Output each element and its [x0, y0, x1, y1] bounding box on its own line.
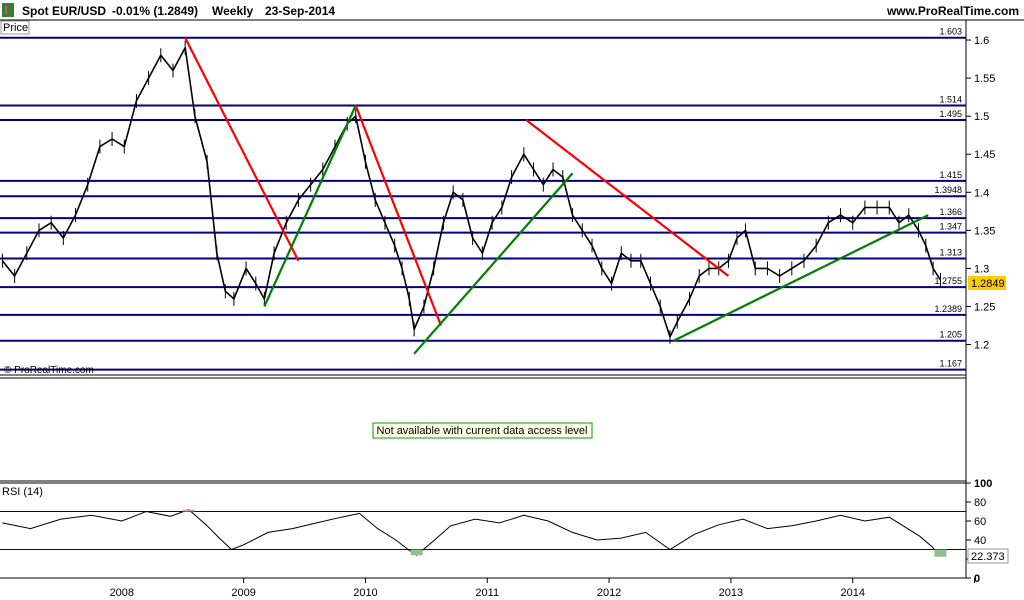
data-access-message-box [372, 422, 593, 439]
price-line [1, 46, 942, 338]
rsi-oversold-fill [410, 549, 423, 556]
price-levels: 1.603 1.514 1.495 1.415 1.3948 1.366 1.347 1.31… [0, 27, 966, 371]
app-logo-icon [2, 3, 14, 17]
level-label: 1.366 [939, 207, 962, 217]
rsi-series [2, 509, 947, 558]
level-label: 1.2755 [934, 276, 962, 286]
instrument-title: Spot EUR/USD [22, 4, 106, 18]
rsi-axis-label: 0 [974, 573, 980, 585]
timeframe: Weekly [212, 4, 253, 18]
level-label: 1.3948 [934, 185, 962, 195]
trendlines [184, 37, 929, 355]
price-change: -0.01% (1.2849) [112, 4, 198, 18]
rsi-line [2, 509, 941, 558]
price-axis-label: 1.35 [974, 225, 995, 237]
current-rsi-label: 22.373 [971, 551, 1005, 563]
level-label: 1.2389 [934, 304, 962, 314]
time-axis-label: 2011 [475, 587, 499, 599]
price-axis-label: 1.3 [974, 263, 989, 275]
chart-header: Spot EUR/USD -0.01% (1.2849) Weekly 23-S… [2, 3, 1019, 18]
time-axis: 2008 2009 2010 2011 2012 2013 2014 [110, 578, 976, 599]
rsi-oversold-fill [934, 549, 947, 557]
level-label: 1.205 [939, 330, 962, 340]
price-axis-label: 1.25 [974, 301, 995, 313]
time-axis-label: 2009 [231, 587, 255, 599]
trendline-up [673, 214, 929, 342]
trendline-down [525, 119, 730, 277]
rsi-axis-label: 40 [974, 535, 986, 547]
app-logo-bar-icon [5, 6, 7, 14]
rsi-axis-label: 100 [974, 478, 992, 490]
trendline-down [184, 37, 300, 262]
chart-date: 23-Sep-2014 [265, 4, 335, 18]
price-label-box [0, 20, 30, 35]
price-axis-label: 1.6 [974, 35, 989, 47]
rsi-axis: 020406080100 [966, 478, 992, 585]
time-axis-label: 2013 [719, 587, 743, 599]
level-label: 1.514 [939, 95, 962, 105]
price-axis-label: 1.5 [974, 111, 989, 123]
price-axis-label: 1.4 [974, 187, 989, 199]
level-label: 1.313 [939, 248, 962, 258]
trendline-up [413, 172, 574, 355]
price-axis-label: 1.45 [974, 149, 995, 161]
rsi-panel-label: RSI (14) [2, 486, 43, 498]
rsi-reference-lines [0, 511, 966, 550]
current-price-tag [968, 276, 1006, 290]
price-axis-label: 1.2 [974, 340, 989, 352]
level-label: 1.347 [939, 222, 962, 232]
trendline-up [263, 105, 357, 307]
site-link[interactable]: www.ProRealTime.com [886, 4, 1019, 18]
rsi-axis-label: 80 [974, 497, 986, 509]
price-series [1, 40, 942, 344]
data-access-message: Not available with current data access l… [377, 425, 588, 437]
trendline-down [354, 105, 442, 326]
price-axis: 1.2 1.25 1.3 1.35 1.4 1.45 1.5 1.55 1.6 [966, 35, 995, 352]
current-price-label: 1.2849 [971, 278, 1005, 290]
time-axis-label: 2014 [840, 587, 864, 599]
level-label: 1.495 [939, 109, 962, 119]
level-label: 1.415 [939, 170, 962, 180]
price-axis-label: 1.55 [974, 73, 995, 85]
watermark: © ProRealTime.com [4, 365, 94, 376]
current-rsi-tag [967, 548, 1009, 564]
rsi-overbought-fill [182, 509, 195, 512]
price-panel-label: Price [3, 22, 28, 34]
rsi-axis-label: 60 [974, 516, 986, 528]
time-axis-label: 2012 [597, 587, 621, 599]
time-axis-label: 2010 [353, 587, 377, 599]
time-axis-label: 2008 [110, 587, 134, 599]
level-label: 1.603 [939, 27, 962, 37]
level-label: 1.167 [939, 359, 962, 369]
